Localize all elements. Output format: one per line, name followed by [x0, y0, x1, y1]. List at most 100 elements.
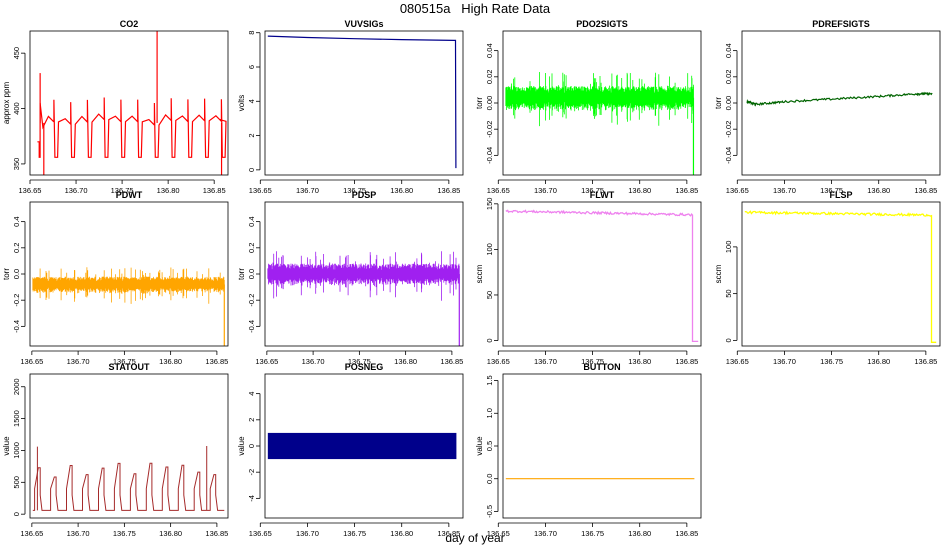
plot-area — [267, 35, 457, 169]
chart-title: PDWT — [116, 190, 143, 200]
y-axis-label: value — [2, 436, 11, 456]
plot-frame — [264, 201, 464, 347]
series-line — [744, 210, 937, 343]
x-tick-label: 136.80 — [628, 529, 651, 538]
y-tick-label: 0.4 — [247, 216, 256, 226]
x-tick-label: 136.75 — [348, 357, 371, 366]
y-axis-label: torr — [714, 97, 723, 109]
plot-frame — [502, 30, 702, 176]
chart-panel-pdo2sigts: PDO2SIGTS torr 136.65 136.70 136.75 136.80 136… — [475, 19, 702, 195]
x-tick-label: 136.85 — [437, 186, 460, 195]
y-tick-label: 0.02 — [724, 70, 733, 85]
y-tick-label: 400 — [12, 102, 21, 115]
chart-panel-button: BUTTON value 136.65 136.70 136.75 136.80 136.8… — [475, 362, 702, 538]
y-axis-label: sccm — [475, 264, 484, 283]
plot-frame — [741, 30, 941, 176]
x-tick-label: 136.70 — [65, 186, 88, 195]
x-tick-label: 136.75 — [343, 529, 366, 538]
chart-panel-statout: STATOUT value 136.65 136.70 136.75 136.80 136.… — [2, 362, 229, 538]
y-tick-label: -4 — [247, 495, 256, 502]
y-tick-label: 50 — [485, 291, 494, 299]
plot-frame — [741, 201, 941, 347]
chart-title: PDSP — [352, 190, 377, 200]
plot-area — [32, 267, 225, 346]
y-axis-label: value — [475, 436, 484, 456]
y-tick-label: 2 — [247, 418, 256, 422]
x-tick-label: 136.85 — [437, 529, 460, 538]
x-tick-label: 136.70 — [67, 357, 90, 366]
x-tick-label: 136.80 — [390, 529, 413, 538]
x-tick-label: 136.75 — [581, 357, 604, 366]
series-line — [32, 462, 225, 511]
plot-area — [744, 210, 937, 343]
y-axis-label: sccm — [714, 264, 723, 283]
y-axis-label: torr — [475, 97, 484, 109]
chart-title: POSNEG — [345, 362, 384, 372]
y-tick-label: 0.0 — [12, 269, 21, 279]
series-line — [37, 97, 227, 158]
x-tick-label: 136.85 — [205, 357, 228, 366]
x-tick-label: 136.85 — [675, 186, 698, 195]
y-tick-label: 0 — [247, 444, 256, 448]
x-axis-label: day of year — [445, 531, 505, 545]
chart-title: BUTTON — [583, 362, 620, 372]
chart-panel-pdsp: PDSP torr 136.65 136.70 136.75 136.80 136.85 -0… — [237, 190, 464, 366]
y-tick-label: 100 — [724, 241, 733, 254]
x-tick-label: 136.65 — [726, 357, 749, 366]
x-tick-label: 136.65 — [726, 186, 749, 195]
plot-area — [746, 91, 933, 107]
plot-area — [505, 72, 695, 175]
x-tick-label: 136.80 — [157, 186, 180, 195]
x-tick-label: 136.70 — [773, 357, 796, 366]
y-tick-label: 0.02 — [485, 70, 494, 85]
plot-area — [37, 31, 227, 175]
y-tick-label: 450 — [12, 47, 21, 60]
y-tick-label: 350 — [12, 158, 21, 171]
plot-area — [267, 251, 460, 346]
plot-frame — [264, 373, 464, 519]
plot-frame — [502, 201, 702, 347]
x-tick-label: 136.85 — [440, 357, 463, 366]
chart-panel-flwt: FLWT sccm 136.65 136.70 136.75 136.80 136.85 0 5… — [475, 190, 702, 366]
y-axis-label: torr — [2, 268, 11, 280]
x-tick-label: 136.85 — [914, 357, 937, 366]
x-tick-label: 136.75 — [581, 186, 604, 195]
page-title: 080515a High Rate Data — [399, 1, 551, 16]
chart-title: CO2 — [120, 19, 139, 29]
y-tick-label: 0.4 — [12, 216, 21, 226]
y-tick-label: -0.4 — [247, 320, 256, 333]
series-noise — [505, 72, 694, 127]
y-tick-label: 500 — [12, 476, 21, 489]
x-tick-label: 136.65 — [249, 529, 272, 538]
x-tick-label: 136.80 — [867, 357, 890, 366]
y-tick-label: 150 — [485, 198, 494, 211]
y-tick-label: 1500 — [12, 410, 21, 427]
y-tick-label: 0 — [247, 168, 256, 172]
y-tick-label: 0 — [485, 338, 494, 342]
plot-frame — [29, 373, 229, 519]
y-tick-label: -0.2 — [12, 294, 21, 307]
x-tick-label: 136.70 — [296, 186, 319, 195]
y-tick-label: 6 — [247, 65, 256, 69]
x-tick-label: 136.70 — [67, 529, 90, 538]
chart-panel-pdrefsigts: PDREFSIGTS torr 136.65 136.70 136.75 136.80 13… — [714, 19, 941, 195]
y-tick-label: 0.0 — [247, 269, 256, 279]
y-tick-label: -0.2 — [247, 294, 256, 307]
x-tick-label: 136.70 — [534, 357, 557, 366]
y-tick-label: -0.04 — [485, 147, 494, 164]
x-tick-label: 136.70 — [534, 186, 557, 195]
x-tick-label: 136.70 — [773, 186, 796, 195]
chart-panel-co2: CO2 approx ppm 136.65 136.70 136.75 136.80 136… — [2, 19, 229, 195]
y-tick-label: 0.0 — [485, 474, 494, 484]
y-tick-label: 0.04 — [724, 43, 733, 58]
x-tick-label: 136.65 — [19, 186, 42, 195]
chart-panel-flsp: FLSP sccm 136.65 136.70 136.75 136.80 136.85 0 5… — [714, 190, 941, 366]
x-tick-label: 136.65 — [487, 529, 510, 538]
x-tick-label: 136.75 — [113, 357, 136, 366]
x-tick-label: 136.80 — [159, 529, 182, 538]
y-axis-label: approx ppm — [2, 82, 11, 125]
y-tick-label: 0.5 — [485, 441, 494, 451]
x-tick-label: 136.65 — [487, 186, 510, 195]
y-tick-label: 4 — [247, 99, 256, 103]
plot-frame — [29, 201, 229, 347]
